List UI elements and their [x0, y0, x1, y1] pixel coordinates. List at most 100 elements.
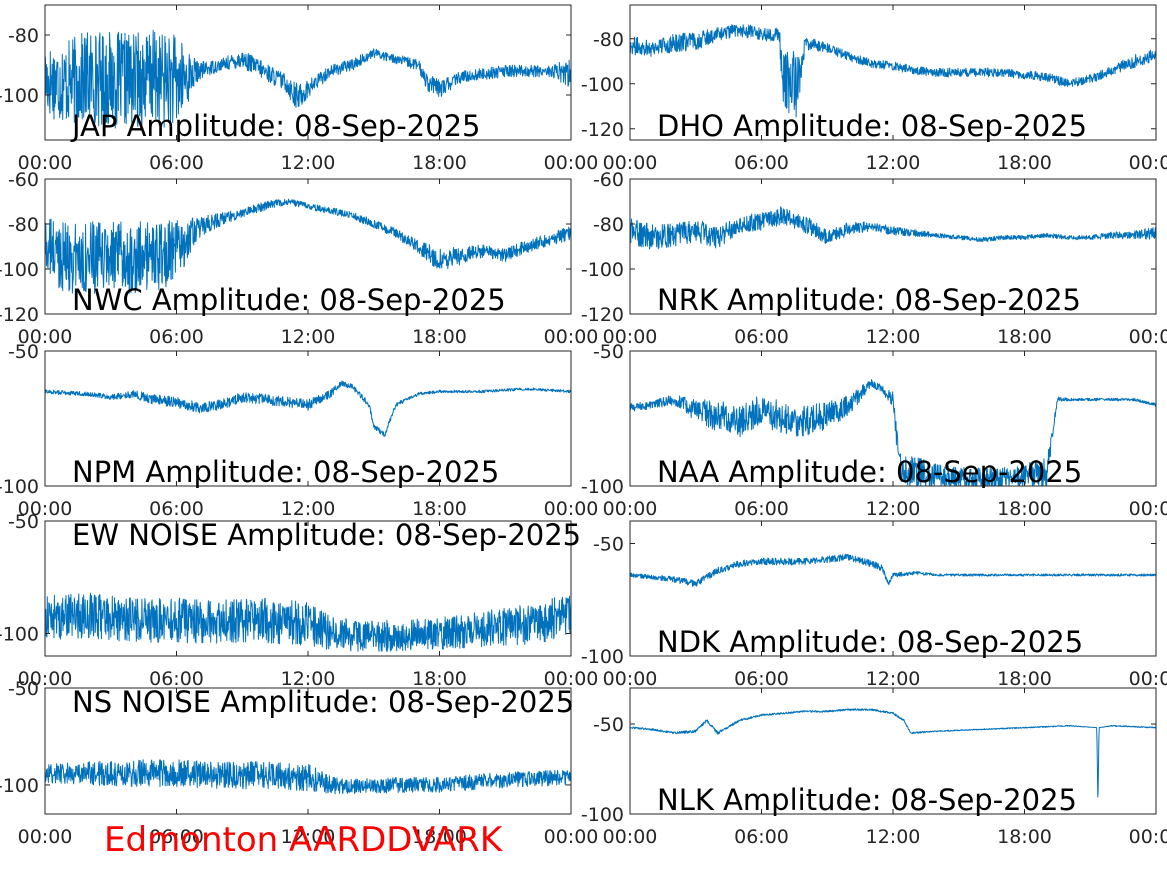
x-tick-label: 00:00	[544, 152, 599, 174]
x-tick-label: 18:00	[997, 498, 1052, 520]
x-tick-label: 00:00	[18, 498, 73, 520]
x-tick-label: 00:00	[603, 152, 658, 174]
series-trace	[45, 592, 571, 652]
chart-panel: 00:00 06:00 12:00 18:00 00:00 -50 -100 NLK Ampl…	[581, 687, 1167, 848]
x-tick-label: 12:00	[281, 668, 336, 690]
y-tick-label: -80	[8, 25, 39, 47]
x-tick-label: 12:00	[281, 498, 336, 520]
x-tick-label: 18:00	[997, 668, 1052, 690]
panel-title: NRK Amplitude: 08-Sep-2025	[657, 283, 1081, 317]
y-tick-label: -60	[8, 169, 39, 191]
panel-title: NDK Amplitude: 08-Sep-2025	[657, 625, 1083, 659]
x-tick-label: 00:00	[603, 826, 658, 848]
y-tick-label: -120	[0, 304, 39, 326]
panel-title: NAA Amplitude: 08-Sep-2025	[657, 455, 1082, 489]
x-tick-label: 06:00	[734, 326, 789, 348]
x-tick-label: 12:00	[866, 152, 921, 174]
panel-title: NWC Amplitude: 08-Sep-2025	[72, 283, 506, 317]
x-tick-label: 00:00	[1129, 326, 1167, 348]
x-tick-label: 00:00	[603, 326, 658, 348]
y-tick-label: -50	[593, 341, 624, 363]
chart-panel: 00:00 06:00 12:00 18:00 00:00 -60 -80 -100 -120 N…	[0, 169, 598, 348]
y-tick-label: -50	[8, 678, 39, 700]
x-tick-label: 18:00	[997, 152, 1052, 174]
x-tick-label: 00:00	[1129, 668, 1167, 690]
x-tick-label: 18:00	[412, 152, 467, 174]
x-tick-label: 00:00	[18, 668, 73, 690]
x-tick-label: 18:00	[412, 498, 467, 520]
panel-title: JAP Amplitude: 08-Sep-2025	[70, 109, 480, 143]
x-tick-label: 06:00	[149, 826, 204, 848]
x-tick-label: 06:00	[734, 826, 789, 848]
station-footer-label: Edmonton AARDDVARK	[104, 820, 503, 860]
chart-panel: 00:00 06:00 12:00 18:00 00:00 -50 -100 NAA Ampl…	[581, 341, 1167, 520]
x-tick-label: 18:00	[997, 326, 1052, 348]
chart-panel: 00:00 06:00 12:00 18:00 00:00 -80 -100 -120 DHO …	[581, 4, 1167, 174]
x-tick-label: 06:00	[734, 152, 789, 174]
chart-panel: 00:00 06:00 12:00 18:00 00:00 -80 -100 JAP Ampl…	[0, 4, 599, 174]
series-trace	[630, 379, 1156, 486]
y-tick-label: -100	[581, 646, 624, 668]
panel-title: EW NOISE Amplitude: 08-Sep-2025	[72, 518, 581, 552]
y-tick-label: -60	[593, 169, 624, 191]
x-tick-label: 00:00	[18, 326, 73, 348]
y-tick-label: -100	[0, 624, 39, 646]
y-tick-label: -50	[8, 511, 39, 533]
y-tick-label: -100	[581, 74, 624, 96]
series-trace	[45, 380, 571, 437]
series-trace	[630, 553, 1156, 587]
x-tick-label: 12:00	[281, 152, 336, 174]
x-tick-label: 18:00	[412, 668, 467, 690]
chart-panel: 00:00 06:00 12:00 18:00 00:00 -60 -80 -100 -120 N…	[581, 169, 1167, 348]
y-tick-label: -120	[581, 119, 624, 141]
y-tick-label: -80	[593, 214, 624, 236]
x-tick-label: 00:00	[544, 326, 599, 348]
x-tick-label: 00:00	[1129, 826, 1167, 848]
series-trace	[45, 759, 571, 795]
series-trace	[630, 206, 1156, 250]
x-tick-label: 00:00	[544, 668, 599, 690]
x-tick-label: 00:00	[18, 826, 73, 848]
x-tick-label: 06:00	[734, 498, 789, 520]
y-tick-label: -100	[581, 259, 624, 281]
x-tick-label: 12:00	[281, 326, 336, 348]
panel-title: NPM Amplitude: 08-Sep-2025	[72, 455, 499, 489]
x-tick-label: 00:00	[18, 152, 73, 174]
x-tick-label: 06:00	[149, 326, 204, 348]
y-tick-label: -80	[8, 214, 39, 236]
y-tick-label: -100	[0, 476, 39, 498]
y-tick-label: -100	[0, 259, 39, 281]
x-tick-label: 00:00	[1129, 152, 1167, 174]
panel-title: DHO Amplitude: 08-Sep-2025	[657, 109, 1087, 143]
chart-panel: 00:00 06:00 12:00 18:00 00:00 -50 -100 NDK Ampl…	[581, 520, 1167, 690]
y-tick-label: -100	[581, 476, 624, 498]
y-tick-label: -50	[8, 341, 39, 363]
x-tick-label: 12:00	[281, 826, 336, 848]
series-trace	[45, 29, 571, 129]
x-tick-label: 18:00	[997, 826, 1052, 848]
x-tick-label: 00:00	[603, 668, 658, 690]
panel-title: NLK Amplitude: 08-Sep-2025	[657, 783, 1077, 817]
y-tick-label: -50	[593, 714, 624, 736]
series-trace	[630, 708, 1156, 798]
x-tick-label: 12:00	[866, 498, 921, 520]
x-tick-label: 00:00	[544, 498, 599, 520]
y-tick-label: -100	[581, 804, 624, 826]
y-tick-label: -80	[593, 29, 624, 51]
x-tick-label: 06:00	[149, 498, 204, 520]
x-tick-label: 00:00	[1129, 498, 1167, 520]
chart-panel: 00:00 06:00 12:00 18:00 00:00 -50 -100 EW NOISE…	[0, 511, 598, 690]
x-tick-label: 18:00	[412, 326, 467, 348]
chart-panel: 00:00 06:00 12:00 18:00 00:00 -50 -100 NPM Ampl…	[0, 341, 598, 520]
x-tick-label: 12:00	[866, 826, 921, 848]
x-tick-label: 00:00	[544, 826, 599, 848]
x-tick-label: 00:00	[603, 498, 658, 520]
x-tick-label: 06:00	[149, 152, 204, 174]
x-tick-label: 06:00	[734, 668, 789, 690]
x-tick-label: 12:00	[866, 326, 921, 348]
chart-panel: 00:00 06:00 12:00 18:00 00:00 -50 -100 NS NOISE…	[0, 678, 598, 848]
x-tick-label: 12:00	[866, 668, 921, 690]
y-tick-label: -50	[593, 534, 624, 556]
y-tick-label: -120	[581, 304, 624, 326]
